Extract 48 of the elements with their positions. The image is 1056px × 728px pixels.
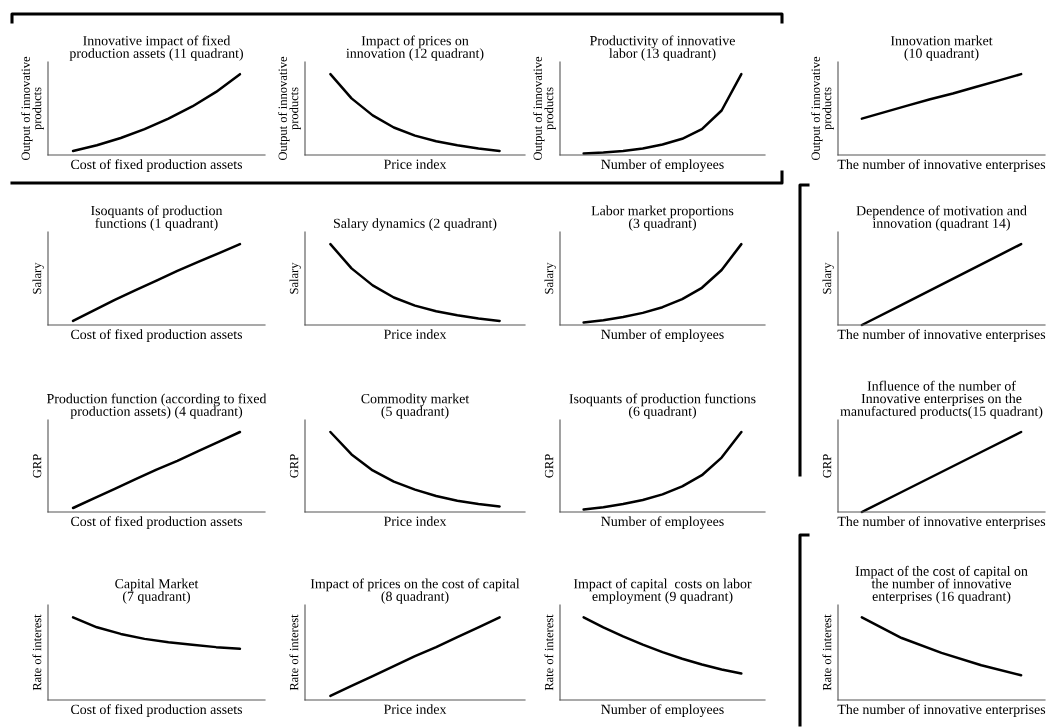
chart-title: Innovative impact of fixed production assets (11 quadrant) (69, 35, 243, 61)
x-axis-title: The number of innovative enterprises (837, 704, 1046, 717)
chart-title: Innovation market (10 quadrant) (890, 35, 993, 61)
chart-title: Dependence of motivation and innovation (quadrant 14) (856, 205, 1027, 231)
x-axis-title: The number of innovative enterprises (837, 159, 1046, 172)
y-axis-title: GRP (822, 454, 832, 478)
chart-title: Productivity of innovative labor (13 quadrant) (589, 35, 735, 61)
x-axis-title: Cost of fixed production assets (71, 159, 243, 172)
chart-title: Impact of the cost of capital on the number of innovative enterprises (16 quadrant) (855, 565, 1028, 604)
x-axis-title: Price index (383, 516, 447, 526)
chart-title: Capital Market (7 quadrant) (115, 578, 199, 604)
y-axis-title: Rate of interest (32, 614, 42, 691)
chart-title: Production function (according to fixed production assets) (4 quadrant) (46, 393, 267, 419)
y-axis-title: Rate of interest (289, 614, 299, 691)
y-axis-title: Salary (32, 262, 44, 294)
chart-title: Impact of capital costs on labor employment (9 quadrant) (573, 578, 752, 604)
y-axis-title: Output of innovative products (811, 56, 834, 161)
chart-title: Influence of the number of Innovative enterprises on the manufactured products(15 quadrant) (840, 380, 1043, 419)
chart-title: Commodity market (5 quadrant) (361, 393, 470, 419)
chart-title: Impact of prices on innovation (12 quadrant) (346, 35, 484, 61)
chart-title: Impact of prices on the cost of capital (8 quadrant) (310, 578, 520, 604)
y-axis-title: Salary (822, 262, 834, 294)
y-axis-title: GRP (289, 454, 299, 478)
y-axis-title: GRP (32, 454, 42, 478)
y-axis-title: GRP (544, 454, 554, 478)
chart-title: Isoquants of production functions (6 quadrant) (569, 393, 756, 419)
chart-title: Labor market proportions (3 quadrant) (591, 205, 734, 231)
chart-title: Salary dynamics (2 quadrant) (333, 218, 497, 231)
x-axis-title: Cost of fixed production assets (71, 704, 243, 717)
y-axis-title: Salary (544, 262, 556, 294)
y-axis-title: Rate of interest (822, 614, 832, 691)
x-axis-title: Price index (383, 329, 447, 339)
x-axis-title: Number of employees (601, 159, 724, 172)
x-axis-title: The number of innovative enterprises (837, 516, 1046, 529)
y-axis-title: Salary (289, 262, 301, 294)
x-axis-title: Price index (383, 704, 447, 714)
x-axis-title: Number of employees (601, 516, 724, 529)
x-axis-title: Number of employees (601, 704, 724, 717)
x-axis-title: Cost of fixed production assets (71, 516, 243, 529)
x-axis-title: Price index (383, 159, 447, 169)
y-axis-title: Output of innovative products (278, 56, 301, 161)
y-axis-title: Output of innovative products (533, 56, 556, 161)
y-axis-title: Output of innovative products (21, 56, 44, 161)
y-axis-title: Rate of interest (544, 614, 554, 691)
x-axis-title: Cost of fixed production assets (71, 329, 243, 342)
chart-title: Isoquants of production functions (1 quadrant) (91, 205, 223, 231)
x-axis-title: The number of innovative enterprises (837, 329, 1046, 342)
x-axis-title: Number of employees (601, 329, 724, 342)
